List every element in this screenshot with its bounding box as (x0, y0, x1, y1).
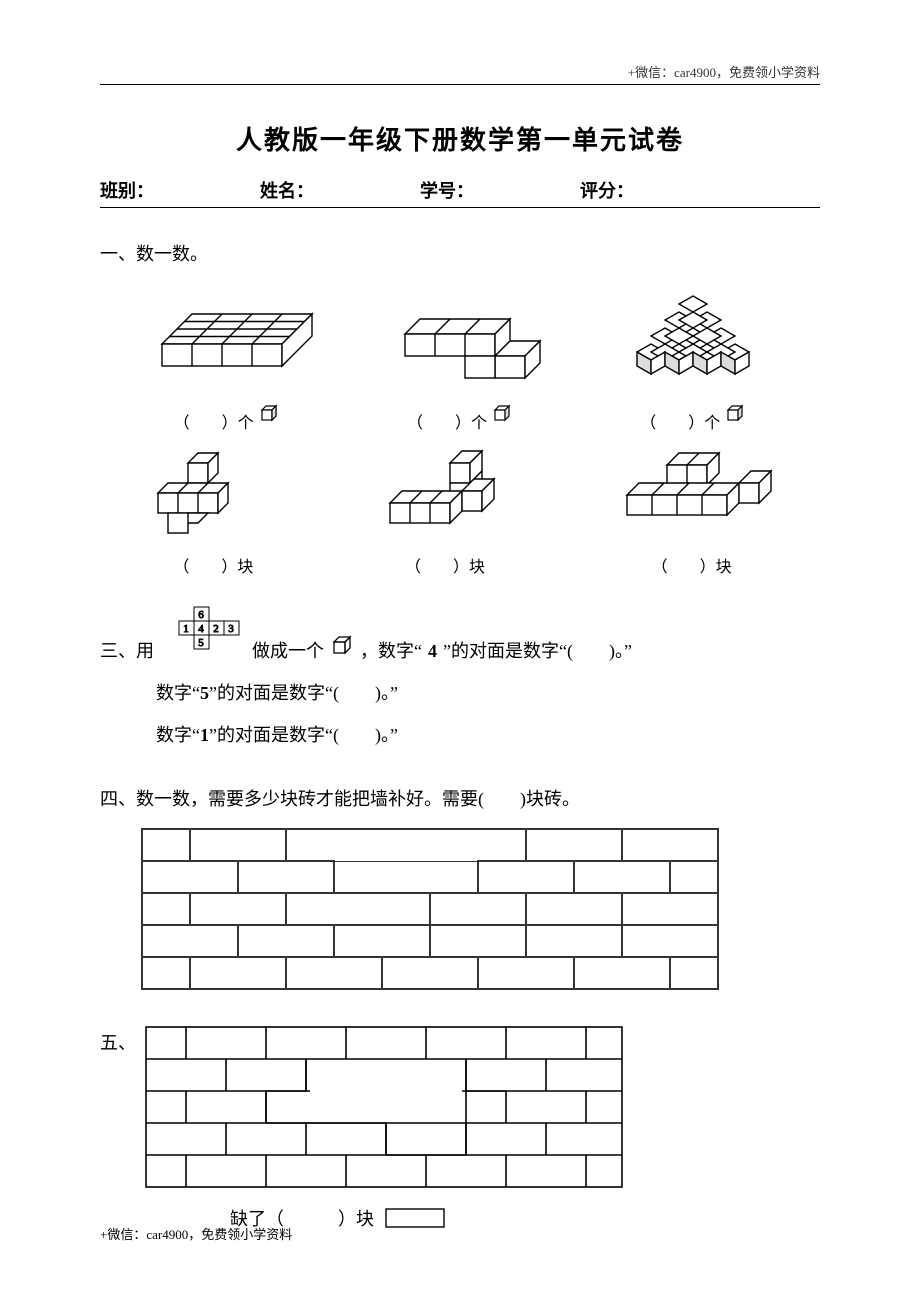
q1-cap1: （ ）个 (174, 415, 254, 432)
svg-text:6: 6 (198, 609, 204, 621)
q3-prefix: 三、用 (100, 633, 154, 669)
id-label: 学号： (420, 177, 474, 203)
q1-row2: （ ）块 （ ）块 (100, 445, 820, 577)
q1-fig6: （ ）块 (597, 445, 787, 577)
q1-cap4: （ ）块 (133, 553, 293, 577)
cube-net-icon: 6 1 4 2 3 5 (164, 605, 242, 675)
q3-qa: 4 (428, 633, 437, 669)
q3-l3c: ”的对面是数字“( )。” (209, 725, 398, 745)
cube-outline-icon (330, 633, 354, 669)
cube-icon (258, 402, 280, 432)
wall-diagram-1 (140, 827, 720, 997)
q1-fig5: （ ）块 (360, 445, 530, 577)
q3-l3b: 1 (200, 725, 209, 745)
q1-cap5: （ ）块 (360, 553, 530, 577)
q1-fig2: （ ）个 (375, 304, 545, 433)
class-label: 班别： (100, 177, 154, 203)
score-label: 评分： (580, 177, 634, 203)
footer-note: +微信：car4900，免费领小学资料 (100, 1224, 292, 1243)
q5-label: 五、 (100, 1025, 136, 1061)
q4-text: 四、数一数，需要多少块砖才能把墙补好。需要( )块砖。 (100, 781, 820, 817)
page-title: 人教版一年级下册数学第一单元试卷 (100, 120, 820, 157)
q3-l2c: ”的对面是数字“( )。” (209, 683, 398, 703)
svg-text:2: 2 (213, 623, 219, 635)
info-row: 班别： 姓名： 学号： 评分： (100, 177, 820, 208)
q5-caption: 缺了（ ）块 (230, 1205, 820, 1233)
q1-row1: （ ）个 (100, 284, 820, 433)
q1-heading: 一、数一数。 (100, 236, 820, 272)
q3-mid2: ，数字“ (360, 633, 422, 669)
svg-text:1: 1 (183, 623, 189, 635)
header-note: +微信：car4900，免费领小学资料 (100, 62, 820, 85)
q3-l2a: 数字“ (156, 683, 200, 703)
wall-diagram-2 (144, 1025, 624, 1195)
q3-tail1: ”的对面是数字“( )。” (443, 633, 632, 669)
q1-fig1: （ ）个 (122, 294, 332, 433)
q1-fig4: （ ）块 (133, 445, 293, 577)
q3-mid1: 做成一个 (252, 633, 324, 669)
q1-cap3: （ ）个 (640, 415, 720, 432)
q1-cap2: （ ）个 (407, 415, 487, 432)
svg-text:4: 4 (198, 623, 204, 635)
svg-text:5: 5 (198, 637, 204, 649)
q3: 三、用 6 1 4 2 3 5 做成一个 ，数字“4”的对面是数字“( )。 (100, 605, 820, 753)
brick-icon (385, 1208, 445, 1233)
svg-text:3: 3 (228, 623, 234, 635)
q3-l3a: 数字“ (156, 725, 200, 745)
q1-fig3: （ ）个 (588, 284, 798, 433)
cube-icon (724, 402, 746, 432)
cube-icon (491, 402, 513, 432)
name-label: 姓名： (260, 177, 314, 203)
q1-cap6: （ ）块 (597, 553, 787, 577)
q3-l2b: 5 (200, 683, 209, 703)
